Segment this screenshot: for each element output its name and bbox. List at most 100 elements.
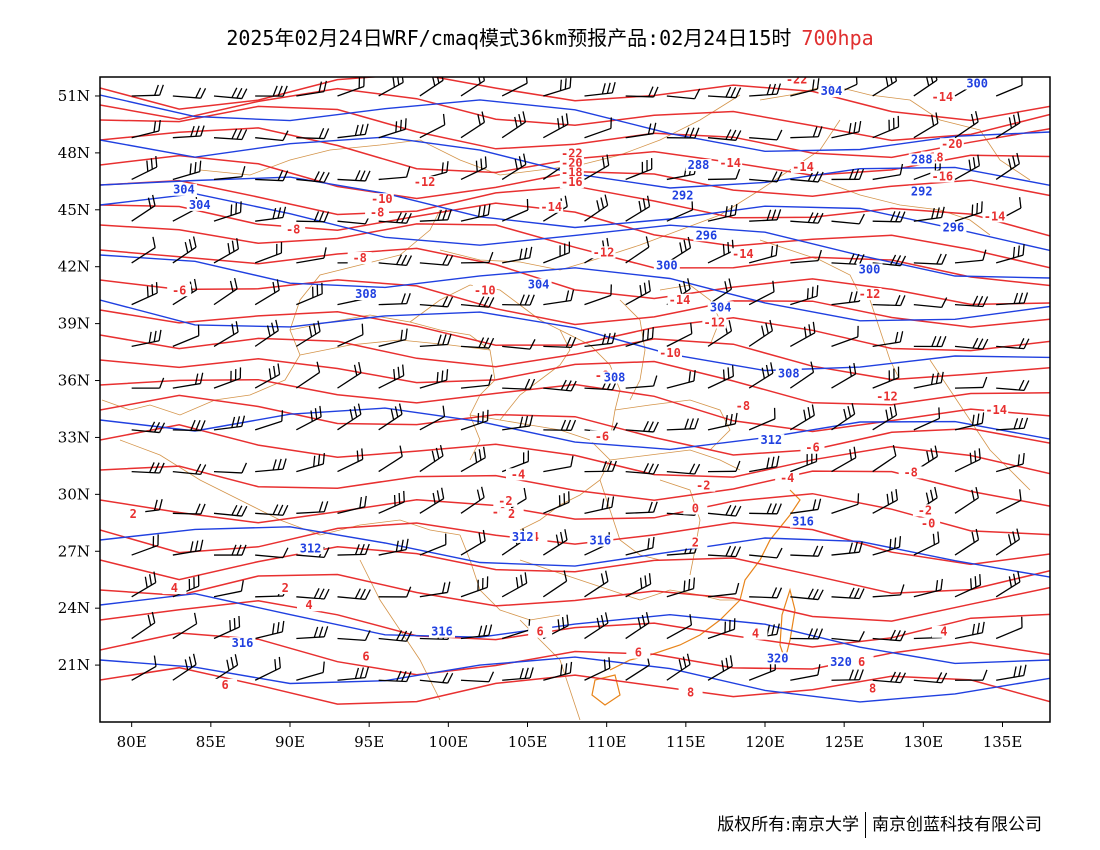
wind-barb xyxy=(790,321,816,347)
temperature-label: -14 xyxy=(732,247,754,261)
wind-barb xyxy=(337,495,367,514)
temperature-contour-line xyxy=(100,666,1050,705)
temperature-label: -8 xyxy=(903,465,917,479)
wind-barb xyxy=(954,528,980,556)
wind-barb xyxy=(625,501,658,514)
temperature-label: 8 xyxy=(869,682,876,696)
temperature-label: 4 xyxy=(752,627,759,641)
height-label: 300 xyxy=(966,76,988,90)
wind-barb xyxy=(707,582,740,598)
wind-barb xyxy=(954,111,979,139)
wind-barb xyxy=(625,573,652,598)
temperature-label: -14 xyxy=(719,156,741,170)
map-frame xyxy=(99,76,1051,723)
wind-barb xyxy=(831,669,864,681)
temperature-label: -14 xyxy=(931,90,953,104)
wind-barb xyxy=(707,504,742,517)
wind-barb xyxy=(995,111,1021,139)
temperature-label: -12 xyxy=(414,175,436,189)
wind-barb xyxy=(296,501,329,514)
wind-barb xyxy=(872,671,906,684)
wind-barb xyxy=(419,672,454,684)
wind-barb xyxy=(790,588,824,601)
temperature-label: -12 xyxy=(593,245,615,259)
wind-barb xyxy=(213,201,242,222)
wind-barb xyxy=(172,463,207,476)
wind-barb xyxy=(296,80,327,97)
temperature-contour-line xyxy=(100,394,1050,456)
wind-barb xyxy=(501,111,527,139)
wind-barb xyxy=(131,611,156,640)
wind-barb xyxy=(255,130,289,142)
wind-barb xyxy=(131,571,157,598)
x-axis: 80E 85E 90E 95E 100E 105E 110E 115E 120E 125E 130E… xyxy=(117,722,1022,751)
wind-barb xyxy=(625,536,655,556)
wind-barb xyxy=(584,612,609,640)
wind-barb xyxy=(172,87,207,99)
height-label: 304 xyxy=(821,84,843,98)
wind-barb xyxy=(172,653,197,681)
liaoning-border xyxy=(759,239,861,296)
wind-barb xyxy=(337,630,371,641)
wind-barb xyxy=(954,574,982,598)
temperature-label: -2 xyxy=(918,503,932,517)
temperature-contour-line xyxy=(100,465,1050,507)
wind-barb xyxy=(625,158,653,181)
wind-barb xyxy=(872,489,898,514)
temperature-label: -6 xyxy=(172,283,186,297)
wind-barb xyxy=(337,123,369,139)
wind-barb xyxy=(666,653,691,681)
wind-barb xyxy=(172,236,197,264)
wind-barb xyxy=(172,612,198,640)
wind-barb xyxy=(666,322,693,347)
temperature-label: 2 xyxy=(508,507,515,521)
temperature-label: -4 xyxy=(511,467,525,481)
wind-barb xyxy=(996,417,1029,431)
wind-barb xyxy=(172,372,204,389)
wind-barb xyxy=(790,498,822,514)
wind-barb xyxy=(748,362,774,389)
wind-barb xyxy=(460,337,495,349)
wind-barb xyxy=(255,458,287,473)
wind-barb xyxy=(707,168,741,181)
wind-barb xyxy=(213,544,247,556)
wind-barb xyxy=(131,156,158,181)
pressure-level: 700hpa xyxy=(801,26,874,50)
wind-barb xyxy=(543,289,575,306)
temperature-contour-line xyxy=(100,546,1050,595)
height-label: 304 xyxy=(710,300,732,314)
x-tick-label: 110E xyxy=(587,733,627,751)
temperature-contour-line xyxy=(100,247,1050,306)
height-label: 300 xyxy=(656,259,678,273)
x-tick-label: 100E xyxy=(429,733,469,751)
wind-barb xyxy=(213,580,244,598)
wind-barb xyxy=(831,587,865,600)
temperature-label: -10 xyxy=(659,346,681,360)
temperature-contour-line xyxy=(100,424,1050,478)
wind-barb xyxy=(748,407,776,431)
wind-barb xyxy=(255,206,287,222)
wind-barb xyxy=(460,409,489,431)
height-label: 296 xyxy=(696,228,718,242)
wind-barb xyxy=(296,171,330,183)
wind-barb xyxy=(872,629,906,642)
y-axis: 51N 48N 45N 42N 39N 36N 33N 30N 27N 24N 21N xyxy=(58,87,100,674)
wind-barb xyxy=(831,120,862,139)
wind-barb xyxy=(913,297,948,309)
temperature-label: -8 xyxy=(352,251,366,265)
wind-barb xyxy=(460,446,486,473)
height-label: 312 xyxy=(512,530,534,544)
wind-barb xyxy=(460,671,495,683)
wind-barb xyxy=(872,163,904,181)
copyright: 版权所有:南京大学 南京创蓝科技有限公司 xyxy=(717,810,1042,838)
wind-barb xyxy=(831,213,865,225)
contour-labels: -22-14-20-18-16-14-14-14-22-20-18-16-14-… xyxy=(121,76,1009,699)
wind-barb xyxy=(584,332,616,348)
x-tick-label: 120E xyxy=(745,733,785,751)
wind-barb xyxy=(749,83,782,97)
wind-barb xyxy=(378,538,409,556)
wind-barb xyxy=(131,194,156,222)
wind-barb xyxy=(831,541,863,556)
wind-barb xyxy=(790,212,824,224)
wind-barb xyxy=(460,77,486,97)
